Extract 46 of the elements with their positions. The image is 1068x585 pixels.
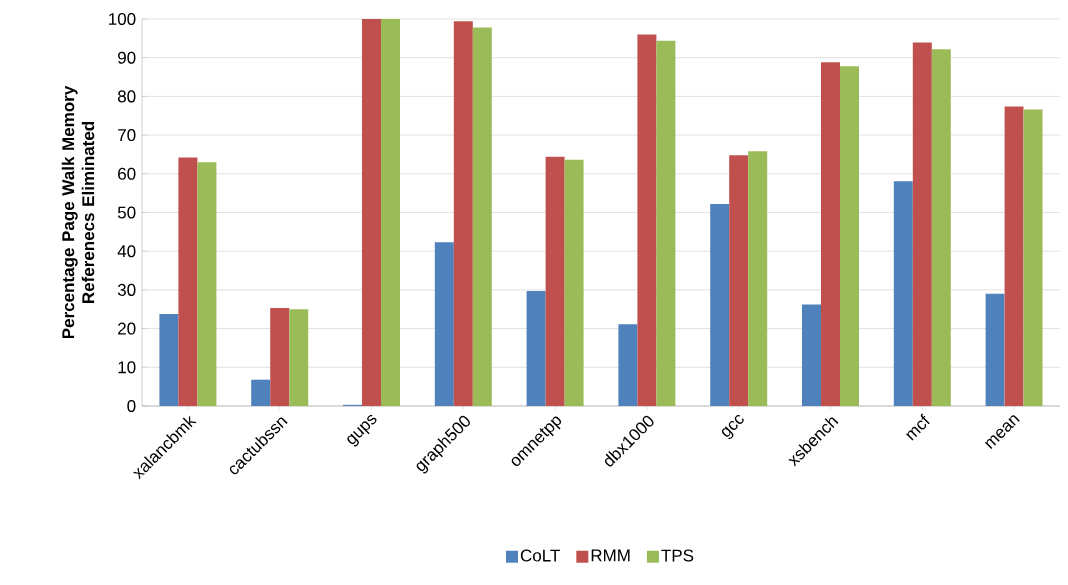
y-axis-title: Percentage Page Walk Memory Referenecs Eliminated xyxy=(61,85,95,339)
y-tick-label: 90 xyxy=(118,51,136,64)
legend-label: TPS xyxy=(661,549,694,562)
y-tick-label: 40 xyxy=(117,245,136,258)
y-tick-label: 80 xyxy=(117,90,136,103)
legend-label: RMM xyxy=(591,549,630,562)
y-tick-label: 20 xyxy=(118,322,136,335)
legend-label: CoLT xyxy=(520,549,560,562)
bar xyxy=(545,156,565,406)
y-tick-label: 100 xyxy=(109,12,136,26)
x-tick-label: mcf xyxy=(906,413,930,441)
bar xyxy=(178,157,198,406)
bar xyxy=(197,162,217,406)
bar xyxy=(710,203,730,406)
y-tick-label: 30 xyxy=(117,283,136,296)
bar xyxy=(1023,109,1043,406)
y-tick-label: 0 xyxy=(127,399,136,413)
bar xyxy=(729,155,749,406)
bar xyxy=(618,324,638,406)
bar xyxy=(434,242,454,406)
bar xyxy=(381,18,400,406)
bar xyxy=(564,159,584,406)
y-tick-label: 10 xyxy=(118,361,136,374)
bar xyxy=(1004,106,1024,406)
bar xyxy=(931,49,951,406)
bar xyxy=(656,40,676,406)
bar xyxy=(159,313,179,406)
y-tick-label: 50 xyxy=(117,206,136,219)
bar xyxy=(893,181,913,406)
bar xyxy=(802,304,821,406)
bar xyxy=(985,293,1005,406)
bar xyxy=(270,308,290,406)
bar xyxy=(251,379,271,406)
bar xyxy=(821,62,840,406)
bar xyxy=(453,21,473,406)
bar xyxy=(637,34,657,406)
bar xyxy=(748,151,768,406)
bar xyxy=(472,27,492,406)
bar xyxy=(912,42,932,406)
y-tick-label: 70 xyxy=(118,129,136,142)
bar xyxy=(289,309,309,406)
bar xyxy=(840,66,859,406)
bar xyxy=(362,18,381,406)
bar xyxy=(526,291,546,406)
y-tick-label: 60 xyxy=(118,167,136,180)
x-tick-label: gcc xyxy=(721,415,744,440)
